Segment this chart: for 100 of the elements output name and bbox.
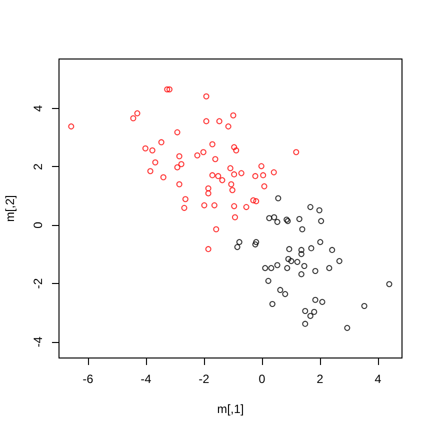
- point: [227, 165, 234, 172]
- point: [164, 86, 170, 92]
- point: [252, 241, 258, 248]
- point: [270, 169, 277, 176]
- point: [266, 215, 272, 222]
- point: [205, 190, 212, 196]
- point: [205, 185, 212, 192]
- point: [298, 246, 304, 253]
- point: [318, 218, 324, 224]
- point: [307, 312, 314, 319]
- point: [250, 197, 256, 204]
- point: [262, 265, 268, 272]
- point: [274, 218, 280, 225]
- point: [298, 251, 304, 258]
- point: [234, 244, 240, 250]
- point: [203, 118, 210, 124]
- point: [205, 246, 212, 252]
- point: [212, 156, 218, 162]
- point: [277, 286, 284, 293]
- point: [260, 172, 266, 178]
- point: [213, 226, 220, 232]
- point: [293, 149, 300, 156]
- point: [312, 268, 318, 274]
- point: [269, 300, 276, 307]
- point: [238, 170, 244, 176]
- point: [288, 258, 294, 264]
- point: [274, 262, 280, 268]
- point: [174, 164, 180, 170]
- point: [209, 141, 216, 148]
- point: [265, 278, 272, 284]
- x-tick-label: -2: [198, 372, 210, 386]
- point: [285, 256, 292, 262]
- point: [231, 144, 238, 150]
- point: [182, 196, 188, 202]
- point: [194, 152, 200, 158]
- point: [158, 139, 164, 146]
- point: [233, 147, 240, 154]
- point: [181, 204, 188, 211]
- point: [225, 123, 232, 130]
- point: [302, 320, 308, 327]
- point: [386, 281, 392, 288]
- point: [312, 296, 318, 303]
- point: [329, 246, 336, 253]
- point: [308, 245, 314, 252]
- point: [299, 226, 306, 232]
- point: [261, 183, 268, 190]
- point: [286, 246, 292, 252]
- point: [316, 207, 322, 214]
- point: [219, 177, 226, 184]
- y-tick-label: 2: [31, 163, 45, 170]
- y-tick-label: 4: [31, 104, 45, 112]
- point: [211, 202, 218, 208]
- point: [232, 214, 238, 220]
- point: [230, 112, 236, 118]
- point: [258, 163, 264, 170]
- point: [134, 110, 140, 116]
- y-tick-label: -4: [31, 336, 45, 348]
- point: [284, 265, 290, 272]
- point: [301, 263, 308, 270]
- point: [253, 198, 260, 204]
- point: [174, 129, 180, 136]
- point: [229, 187, 236, 194]
- point: [178, 161, 184, 168]
- x-tick-label: -4: [140, 372, 152, 386]
- x-axis-title: m[,1]: [217, 402, 244, 416]
- point: [282, 291, 288, 298]
- point: [344, 324, 350, 331]
- point: [252, 173, 258, 180]
- point: [307, 204, 314, 210]
- point: [130, 115, 136, 122]
- point: [275, 195, 282, 202]
- point: [68, 123, 74, 130]
- point: [231, 203, 238, 210]
- point: [253, 239, 260, 246]
- point: [243, 204, 250, 210]
- point: [152, 159, 158, 166]
- point: [201, 202, 208, 208]
- y-tick-label: -2: [31, 278, 45, 289]
- point: [228, 181, 234, 188]
- point: [317, 239, 324, 246]
- point: [236, 239, 242, 246]
- point: [326, 265, 332, 272]
- point: [166, 86, 172, 92]
- point: [216, 118, 222, 124]
- point: [302, 308, 308, 314]
- y-tick-label: 0: [31, 221, 45, 228]
- point: [319, 298, 326, 305]
- point: [142, 145, 148, 152]
- point: [336, 258, 342, 264]
- point: [200, 149, 206, 156]
- point: [311, 308, 318, 315]
- point: [203, 93, 210, 100]
- point: [268, 265, 274, 272]
- point: [298, 271, 304, 278]
- point: [209, 172, 216, 178]
- x-tick-label: -6: [82, 372, 94, 386]
- point: [176, 181, 182, 188]
- point: [215, 173, 222, 180]
- point: [361, 303, 368, 310]
- point: [231, 171, 238, 178]
